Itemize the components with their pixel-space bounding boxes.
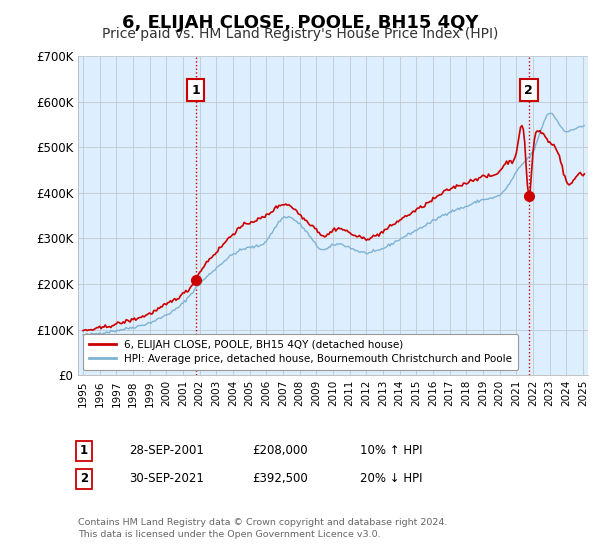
Text: Price paid vs. HM Land Registry's House Price Index (HPI): Price paid vs. HM Land Registry's House … xyxy=(102,27,498,41)
Text: 30-SEP-2021: 30-SEP-2021 xyxy=(129,472,204,486)
Text: 10% ↑ HPI: 10% ↑ HPI xyxy=(360,444,422,458)
Text: 2: 2 xyxy=(80,472,88,486)
Legend: 6, ELIJAH CLOSE, POOLE, BH15 4QY (detached house), HPI: Average price, detached : 6, ELIJAH CLOSE, POOLE, BH15 4QY (detach… xyxy=(83,334,518,370)
Text: Contains HM Land Registry data © Crown copyright and database right 2024.
This d: Contains HM Land Registry data © Crown c… xyxy=(78,518,448,539)
Text: 1: 1 xyxy=(80,444,88,458)
Text: 6, ELIJAH CLOSE, POOLE, BH15 4QY: 6, ELIJAH CLOSE, POOLE, BH15 4QY xyxy=(122,14,478,32)
Text: £392,500: £392,500 xyxy=(252,472,308,486)
Text: 2: 2 xyxy=(524,83,533,97)
Text: 20% ↓ HPI: 20% ↓ HPI xyxy=(360,472,422,486)
Text: £208,000: £208,000 xyxy=(252,444,308,458)
Text: 28-SEP-2001: 28-SEP-2001 xyxy=(129,444,204,458)
Text: 1: 1 xyxy=(191,83,200,97)
